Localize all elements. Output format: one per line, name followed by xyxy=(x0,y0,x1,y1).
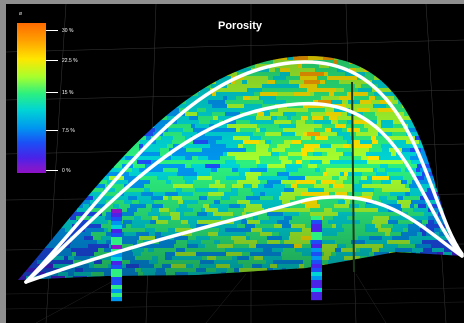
legend-tick-7-5 xyxy=(46,130,58,131)
well-log-sample xyxy=(111,217,122,222)
well-log-sample xyxy=(111,233,122,238)
well-log-sample xyxy=(111,253,122,258)
well-log-sample xyxy=(111,265,122,270)
well-log-sample xyxy=(311,240,322,245)
legend-tick-0 xyxy=(46,170,58,171)
well-left[interactable] xyxy=(111,209,122,302)
well-log-sample xyxy=(311,224,322,229)
well-log-sample xyxy=(311,288,322,293)
legend-label-22-5: 22.5 % xyxy=(62,58,78,64)
well-log-sample xyxy=(311,252,322,257)
well-log-sample xyxy=(311,256,322,261)
well-log-sample xyxy=(311,228,322,233)
well-log-sample xyxy=(111,237,122,242)
legend-symbol: ø xyxy=(19,11,23,17)
well-log-sample xyxy=(311,220,322,225)
well-center[interactable] xyxy=(311,216,322,301)
well-log-sample xyxy=(111,281,122,286)
well-log-sample xyxy=(311,280,322,285)
legend-tick-15 xyxy=(46,92,58,93)
porosity-3d-scene[interactable] xyxy=(6,4,464,323)
well-log-sample xyxy=(111,221,122,226)
legend-tick-22-5 xyxy=(46,60,58,61)
legend-label-15: 15 % xyxy=(62,90,74,96)
horizon-top[interactable] xyxy=(24,60,464,284)
well-log-sample xyxy=(111,273,122,278)
well-log-sample xyxy=(311,232,322,237)
well-log-sample xyxy=(311,296,322,301)
well-log-sample xyxy=(111,241,122,246)
well-log-sample xyxy=(111,245,122,250)
well-log-sample xyxy=(111,285,122,290)
well-log-sample xyxy=(111,293,122,298)
ground-plane xyxy=(6,273,464,323)
well-log-sample xyxy=(311,216,322,221)
well-log-sample xyxy=(111,269,122,274)
well-log-sample xyxy=(111,261,122,266)
well-log-sample xyxy=(311,264,322,269)
horizon-middle[interactable] xyxy=(24,102,464,284)
well-log-sample xyxy=(311,284,322,289)
horizon-base[interactable] xyxy=(24,195,464,284)
legend-label-30: 30 % xyxy=(62,28,74,34)
view-title: Porosity xyxy=(217,20,262,32)
legend-label-0: 0 % xyxy=(62,168,71,174)
well-log-sample xyxy=(311,236,322,241)
well-log-sample xyxy=(311,260,322,265)
well-log-sample xyxy=(311,292,322,297)
well-log-sample xyxy=(111,229,122,234)
well-log-sample xyxy=(311,248,322,253)
well-log-sample xyxy=(111,213,122,218)
legend-tick-30 xyxy=(46,30,58,31)
well-log-sample xyxy=(111,225,122,230)
well-log-sample xyxy=(311,268,322,273)
well-log-sample xyxy=(311,276,322,281)
well-log-sample xyxy=(311,272,322,277)
well-log-sample xyxy=(111,297,122,302)
well-log-sample xyxy=(111,277,122,282)
colorbar xyxy=(17,23,46,173)
well-log-sample xyxy=(111,209,122,214)
legend-label-7-5: 7.5 % xyxy=(62,128,75,134)
well-log-sample xyxy=(111,289,122,294)
well-log-sample xyxy=(111,257,122,262)
well-log-sample xyxy=(311,244,322,249)
